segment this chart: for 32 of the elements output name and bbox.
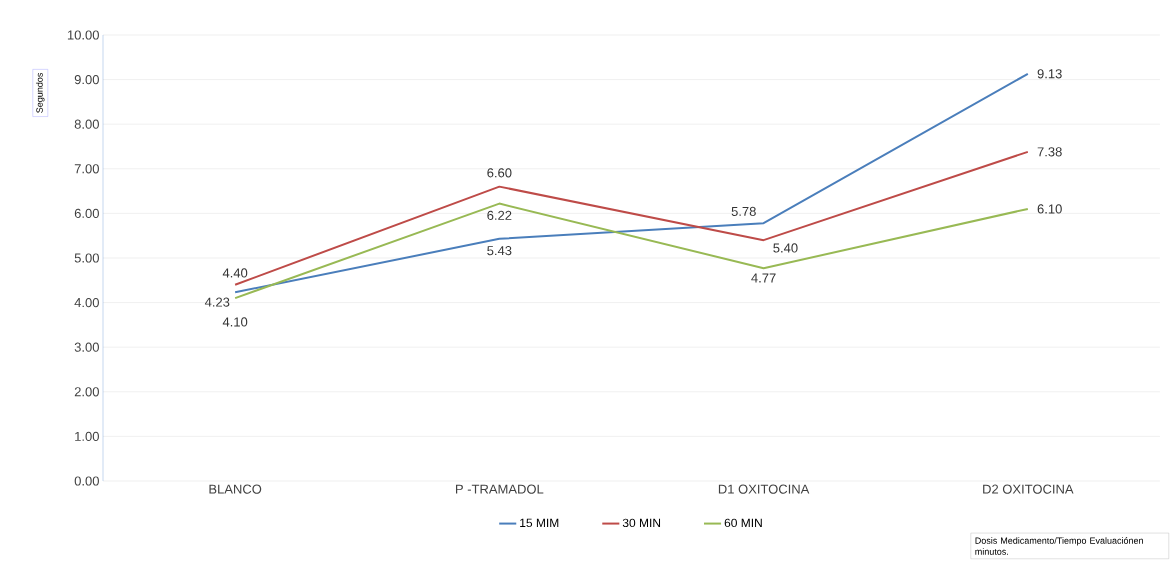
text: Dosis Medicamento/Tiempo Evaluaciónen minutos. [975,537,1143,555]
y-tick-label: 0.00 [74,476,99,486]
data-label: 4.23 [204,297,230,307]
y-tick-label: 3.00 [74,342,99,352]
data-label: 7.38 [1037,147,1062,157]
data-label: 4.10 [222,317,248,327]
data-label: 4.77 [751,273,776,283]
legend-label: 15 MIM [520,518,559,528]
data-label: 4.40 [222,268,248,278]
x-tick-label: D2 OXITOCINA [983,484,1074,494]
data-label: 6.10 [1037,204,1062,214]
y-tick-label: 5.00 [74,253,99,263]
y-tick-label: 4.00 [74,297,99,308]
x-tick-label: D1 OXITOCINA [718,484,810,494]
y-tick-label: 6.00 [74,208,99,218]
data-label: 6.60 [487,168,512,178]
y-axis-title: Segundos [36,73,45,113]
data-label: 5.40 [773,243,798,253]
x-tick-label: P -TRAMADOL [456,484,544,494]
data-label: 5.43 [487,246,512,256]
data-label: 9.13 [1037,69,1062,79]
data-label: 5.78 [731,206,756,216]
data-label: 6.22 [487,210,512,220]
y-tick-label: 10.00 [67,30,99,40]
y-tick-label: 2.00 [74,387,99,397]
x-tick-label: BLANCO [209,484,262,494]
y-tick-label: 8.00 [74,119,99,129]
legend-label: 30 MIN [622,518,661,528]
y-tick-label: 7.00 [74,164,99,174]
y-tick-label: 1.00 [75,431,99,441]
legend-label: 60 MIN [724,518,762,528]
y-tick-label: 9.00 [74,74,99,85]
